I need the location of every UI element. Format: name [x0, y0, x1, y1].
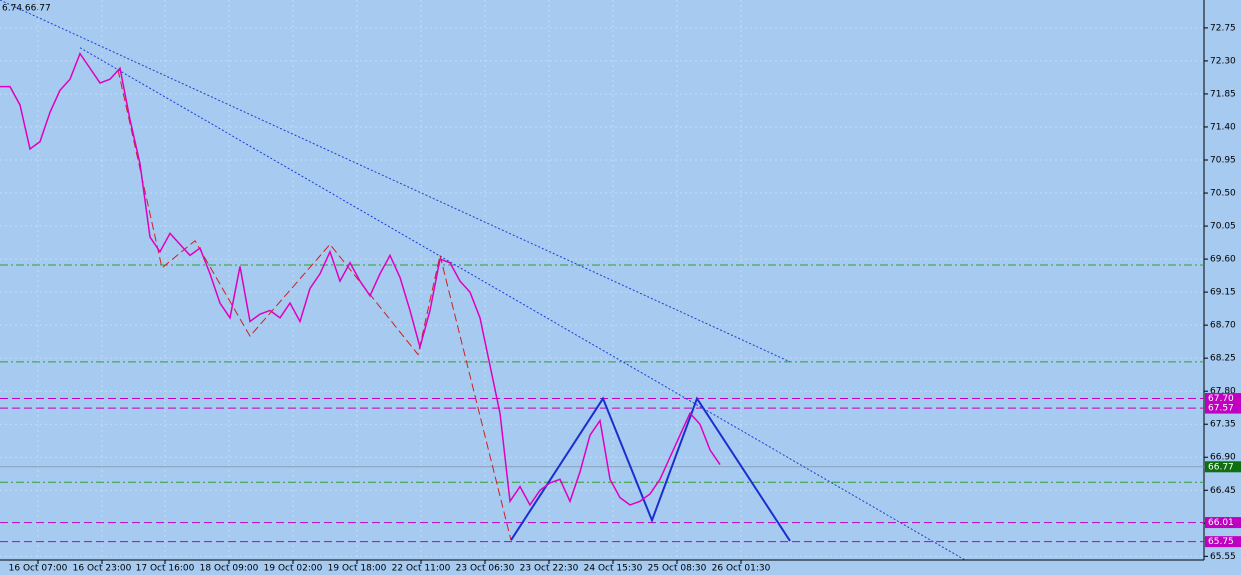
y-tick-label: 70.95	[1210, 156, 1236, 166]
y-tick-label: 67.80	[1210, 387, 1236, 397]
trendline	[510, 396, 791, 542]
price-tag	[1205, 517, 1241, 529]
x-tick-label: 25 Oct 08:30	[648, 564, 707, 574]
trendline	[79, 47, 966, 561]
price-tag	[1205, 402, 1241, 414]
price-tag-label: 67.57	[1208, 404, 1234, 414]
price-tag-label: 66.01	[1208, 518, 1234, 528]
x-tick-label: 22 Oct 11:00	[392, 564, 451, 574]
price-tag-label: 65.75	[1208, 537, 1234, 547]
x-tick-label: 26 Oct 01:30	[712, 564, 771, 574]
y-tick-label: 72.75	[1210, 23, 1236, 33]
y-tick-label: 71.85	[1210, 89, 1236, 99]
chart-title: 6.74 66.77	[2, 4, 51, 14]
x-tick-label: 23 Oct 06:30	[456, 564, 515, 574]
x-tick-label: 17 Oct 16:00	[136, 564, 195, 574]
x-tick-label: 19 Oct 02:00	[264, 564, 323, 574]
y-tick-label: 71.40	[1210, 122, 1236, 132]
price-tag-label: 67.70	[1208, 394, 1234, 404]
price-tag	[1205, 536, 1241, 548]
y-tick-label: 66.90	[1210, 453, 1236, 463]
trendline	[117, 69, 512, 541]
y-tick-label: 65.55	[1210, 552, 1236, 562]
price-tag	[1205, 393, 1241, 405]
trendline	[0, 0, 791, 363]
y-tick-label: 70.50	[1210, 189, 1236, 199]
y-tick-label: 68.25	[1210, 354, 1236, 364]
price-line	[0, 51, 721, 507]
y-tick-label: 69.60	[1210, 255, 1236, 265]
x-tick-label: 16 Oct 07:00	[9, 564, 68, 574]
x-tick-label: 16 Oct 23:00	[73, 564, 132, 574]
y-tick-label: 67.35	[1210, 420, 1236, 430]
x-tick-label: 19 Oct 18:00	[328, 564, 387, 574]
price-tag	[1205, 461, 1241, 473]
y-tick-label: 72.30	[1210, 56, 1236, 66]
y-tick-label: 70.05	[1210, 222, 1236, 232]
y-tick-label: 66.45	[1210, 486, 1236, 496]
y-tick-label: 69.15	[1210, 288, 1236, 298]
x-tick-label: 23 Oct 22:30	[520, 564, 579, 574]
price-tag-label: 66.77	[1208, 462, 1234, 472]
x-tick-label: 24 Oct 15:30	[584, 564, 643, 574]
y-tick-label: 68.70	[1210, 321, 1236, 331]
x-tick-label: 18 Oct 09:00	[200, 564, 259, 574]
